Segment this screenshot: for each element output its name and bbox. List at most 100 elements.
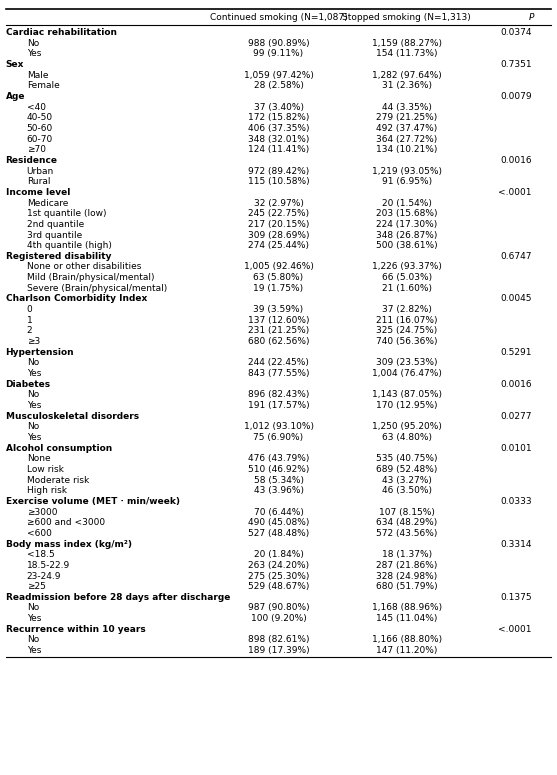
Text: 224 (17.30%): 224 (17.30%) — [376, 220, 437, 229]
Text: Yes: Yes — [27, 401, 41, 410]
Text: 115 (10.58%): 115 (10.58%) — [248, 177, 309, 186]
Text: 245 (22.75%): 245 (22.75%) — [248, 209, 309, 219]
Text: Mild (Brain/physical/mental): Mild (Brain/physical/mental) — [27, 273, 154, 282]
Text: ≥3: ≥3 — [27, 337, 40, 346]
Text: Hypertension: Hypertension — [6, 348, 74, 357]
Text: 43 (3.27%): 43 (3.27%) — [382, 476, 432, 484]
Text: None: None — [27, 454, 50, 463]
Text: 0.0079: 0.0079 — [500, 92, 532, 101]
Text: <600: <600 — [27, 529, 52, 538]
Text: 1,226 (93.37%): 1,226 (93.37%) — [372, 263, 442, 271]
Text: Continued smoking (N=1,087): Continued smoking (N=1,087) — [209, 12, 348, 22]
Text: 680 (51.79%): 680 (51.79%) — [376, 582, 437, 591]
Text: Female: Female — [27, 81, 60, 91]
Text: 325 (24.75%): 325 (24.75%) — [376, 326, 437, 336]
Text: Rural: Rural — [27, 177, 50, 186]
Text: 189 (17.39%): 189 (17.39%) — [248, 646, 309, 655]
Text: 972 (89.42%): 972 (89.42%) — [248, 167, 309, 176]
Text: 134 (10.21%): 134 (10.21%) — [376, 145, 437, 154]
Text: 0.0045: 0.0045 — [500, 294, 532, 304]
Text: <.0001: <.0001 — [499, 188, 532, 197]
Text: 348 (26.87%): 348 (26.87%) — [376, 230, 437, 239]
Text: 279 (21.25%): 279 (21.25%) — [376, 113, 437, 122]
Text: 535 (40.75%): 535 (40.75%) — [376, 454, 437, 463]
Text: 39 (3.59%): 39 (3.59%) — [253, 305, 304, 314]
Text: 18.5-22.9: 18.5-22.9 — [27, 561, 70, 570]
Text: 2nd quantile: 2nd quantile — [27, 220, 84, 229]
Text: 529 (48.67%): 529 (48.67%) — [248, 582, 309, 591]
Text: No: No — [27, 422, 39, 432]
Text: Exercise volume (MET · min/week): Exercise volume (MET · min/week) — [6, 497, 179, 506]
Text: 66 (5.03%): 66 (5.03%) — [382, 273, 432, 282]
Text: ≥70: ≥70 — [27, 145, 46, 154]
Text: 1: 1 — [27, 315, 32, 325]
Text: 988 (90.89%): 988 (90.89%) — [248, 39, 309, 48]
Text: 0: 0 — [27, 305, 32, 314]
Text: 4th quantile (high): 4th quantile (high) — [27, 241, 111, 250]
Text: 244 (22.45%): 244 (22.45%) — [248, 358, 309, 367]
Text: 58 (5.34%): 58 (5.34%) — [253, 476, 304, 484]
Text: 1,250 (95.20%): 1,250 (95.20%) — [372, 422, 442, 432]
Text: 2: 2 — [27, 326, 32, 336]
Text: 634 (48.29%): 634 (48.29%) — [376, 518, 437, 527]
Text: 20 (1.84%): 20 (1.84%) — [253, 550, 304, 560]
Text: 172 (15.82%): 172 (15.82%) — [248, 113, 309, 122]
Text: 500 (38.61%): 500 (38.61%) — [376, 241, 437, 250]
Text: 100 (9.20%): 100 (9.20%) — [251, 614, 306, 623]
Text: 1,219 (93.05%): 1,219 (93.05%) — [372, 167, 442, 176]
Text: Registered disability: Registered disability — [6, 252, 111, 261]
Text: Body mass index (kg/m²): Body mass index (kg/m²) — [6, 539, 131, 549]
Text: Yes: Yes — [27, 369, 41, 378]
Text: 1,143 (87.05%): 1,143 (87.05%) — [372, 391, 442, 399]
Text: 75 (6.90%): 75 (6.90%) — [253, 433, 304, 442]
Text: 70 (6.44%): 70 (6.44%) — [253, 508, 304, 517]
Text: Age: Age — [6, 92, 25, 101]
Text: 18 (1.37%): 18 (1.37%) — [382, 550, 432, 560]
Text: Alcohol consumption: Alcohol consumption — [6, 443, 112, 453]
Text: 1,004 (76.47%): 1,004 (76.47%) — [372, 369, 442, 378]
Text: 23-24.9: 23-24.9 — [27, 571, 61, 580]
Text: Cardiac rehabilitation: Cardiac rehabilitation — [6, 28, 116, 37]
Text: 0.0374: 0.0374 — [500, 28, 532, 37]
Text: 492 (37.47%): 492 (37.47%) — [376, 124, 437, 133]
Text: 0.0101: 0.0101 — [500, 443, 532, 453]
Text: 740 (56.36%): 740 (56.36%) — [376, 337, 437, 346]
Text: 1st quantile (low): 1st quantile (low) — [27, 209, 106, 219]
Text: 46 (3.50%): 46 (3.50%) — [382, 486, 432, 495]
Text: 1,059 (97.42%): 1,059 (97.42%) — [243, 71, 314, 80]
Text: 275 (25.30%): 275 (25.30%) — [248, 571, 309, 580]
Text: 231 (21.25%): 231 (21.25%) — [248, 326, 309, 336]
Text: 510 (46.92%): 510 (46.92%) — [248, 465, 309, 474]
Text: 309 (23.53%): 309 (23.53%) — [376, 358, 437, 367]
Text: 0.7351: 0.7351 — [500, 60, 532, 69]
Text: 843 (77.55%): 843 (77.55%) — [248, 369, 309, 378]
Text: 28 (2.58%): 28 (2.58%) — [253, 81, 304, 91]
Text: 1,166 (88.80%): 1,166 (88.80%) — [372, 636, 442, 645]
Text: 1,282 (97.64%): 1,282 (97.64%) — [372, 71, 442, 80]
Text: Yes: Yes — [27, 646, 41, 655]
Text: 898 (82.61%): 898 (82.61%) — [248, 636, 309, 645]
Text: Residence: Residence — [6, 156, 57, 165]
Text: 20 (1.54%): 20 (1.54%) — [382, 198, 432, 208]
Text: 124 (11.41%): 124 (11.41%) — [248, 145, 309, 154]
Text: Severe (Brain/physical/mental): Severe (Brain/physical/mental) — [27, 284, 167, 293]
Text: 0.5291: 0.5291 — [500, 348, 532, 357]
Text: No: No — [27, 636, 39, 645]
Text: 43 (3.96%): 43 (3.96%) — [253, 486, 304, 495]
Text: 680 (62.56%): 680 (62.56%) — [248, 337, 309, 346]
Text: 170 (12.95%): 170 (12.95%) — [376, 401, 437, 410]
Text: Diabetes: Diabetes — [6, 380, 51, 389]
Text: 328 (24.98%): 328 (24.98%) — [376, 571, 437, 580]
Text: Musculoskeletal disorders: Musculoskeletal disorders — [6, 412, 139, 421]
Text: 37 (2.82%): 37 (2.82%) — [382, 305, 432, 314]
Text: 0.0333: 0.0333 — [500, 497, 532, 506]
Text: 31 (2.36%): 31 (2.36%) — [382, 81, 432, 91]
Text: No: No — [27, 604, 39, 612]
Text: <.0001: <.0001 — [499, 625, 532, 634]
Text: Readmission before 28 days after discharge: Readmission before 28 days after dischar… — [6, 593, 230, 602]
Text: 0.0016: 0.0016 — [500, 156, 532, 165]
Text: 63 (4.80%): 63 (4.80%) — [382, 433, 432, 442]
Text: 107 (8.15%): 107 (8.15%) — [379, 508, 434, 517]
Text: 99 (9.11%): 99 (9.11%) — [253, 50, 304, 58]
Text: None or other disabilities: None or other disabilities — [27, 263, 141, 271]
